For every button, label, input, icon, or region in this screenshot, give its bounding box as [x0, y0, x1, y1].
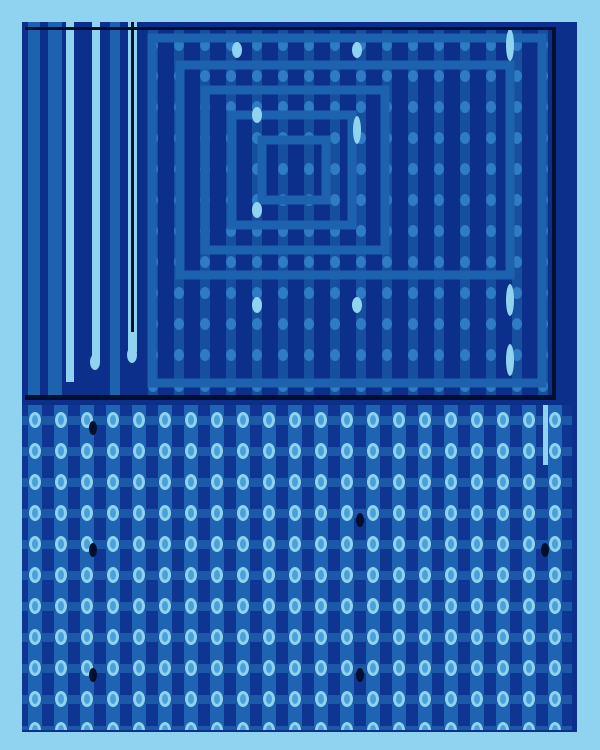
nested-frame — [147, 33, 547, 388]
dot — [353, 116, 361, 144]
dot — [356, 513, 364, 527]
nested-frames — [147, 33, 547, 388]
dot — [541, 543, 549, 557]
stripe — [110, 22, 120, 397]
dot — [506, 344, 514, 376]
nested-frame — [175, 60, 515, 280]
border-left — [0, 0, 22, 750]
top-dots — [90, 29, 514, 376]
dark-dots — [89, 421, 549, 682]
dot — [506, 29, 514, 61]
dot — [89, 543, 97, 557]
nested-frame — [200, 85, 390, 255]
stripe — [48, 22, 62, 397]
stripe — [92, 22, 100, 362]
dot — [352, 297, 362, 313]
dot — [89, 421, 97, 435]
dot — [89, 668, 97, 682]
stripe — [66, 22, 74, 382]
divider — [552, 30, 556, 398]
stripe — [28, 22, 40, 397]
dot — [356, 668, 364, 682]
nested-frame — [227, 110, 357, 230]
divider — [25, 395, 556, 400]
bottom-texture — [22, 405, 572, 730]
dot — [232, 42, 242, 58]
dot — [252, 107, 262, 123]
border-top — [0, 0, 600, 22]
dot — [352, 42, 362, 58]
nested-frame — [257, 135, 331, 205]
border-bottom — [0, 732, 600, 750]
divider — [25, 27, 556, 30]
dot — [506, 284, 514, 316]
border-right — [577, 0, 600, 750]
dot — [252, 202, 262, 218]
dot — [252, 297, 262, 313]
stripe — [131, 22, 134, 332]
stripe — [543, 405, 548, 465]
